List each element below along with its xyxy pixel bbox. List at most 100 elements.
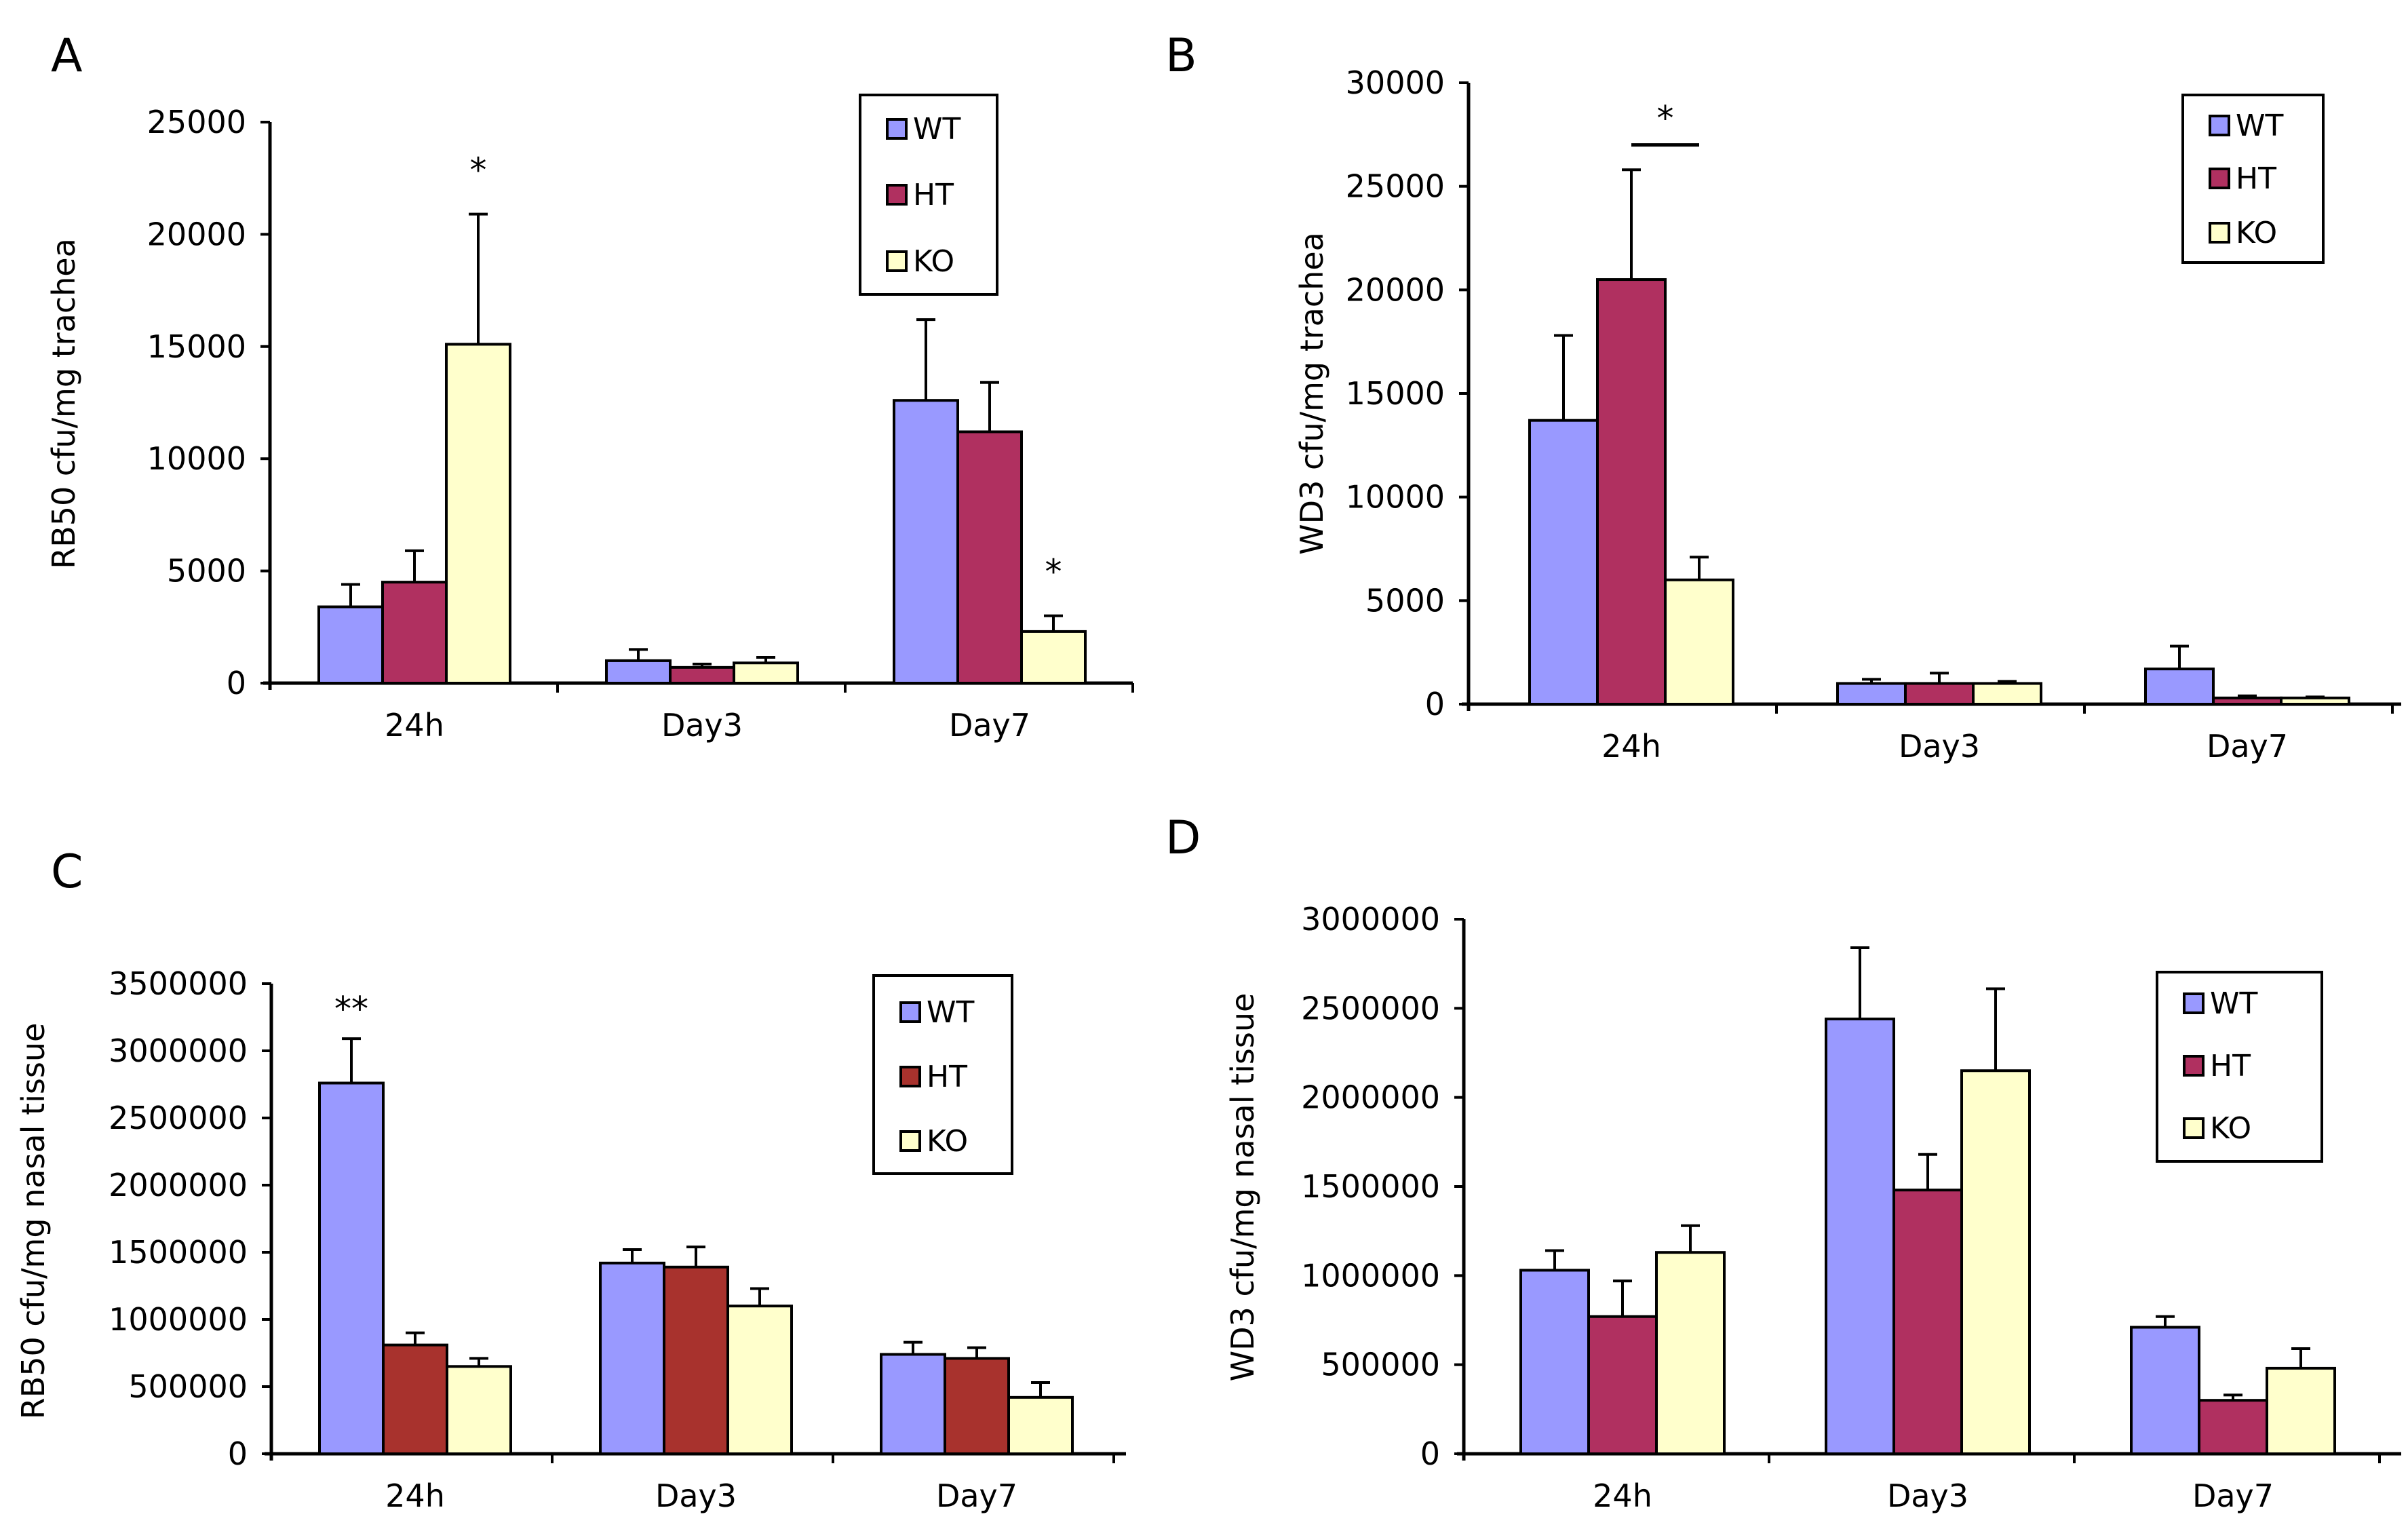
bar-ko-day7 xyxy=(2266,1366,2336,1456)
legend-label: WT xyxy=(913,112,961,147)
y-tick-label: 0 xyxy=(1425,686,1445,722)
y-tick-label: 5000 xyxy=(167,553,246,590)
legend-swatch-ko xyxy=(2183,1117,2205,1139)
bar-ko-24h xyxy=(445,343,511,684)
bar-ht-day3 xyxy=(1904,682,1975,706)
legend-label: KO xyxy=(913,244,954,279)
bar-wt-24h xyxy=(318,1081,385,1455)
x-tick-label: Day3 xyxy=(661,707,743,744)
legend-label: KO xyxy=(2210,1111,2251,1146)
bar-ht-24h xyxy=(1596,278,1667,706)
legend-swatch-ko xyxy=(2209,222,2230,244)
legend-swatch-wt xyxy=(2209,115,2230,136)
legend-label: HT xyxy=(2210,1049,2251,1083)
y-axis-label: RB50 cfu/mg nasal tissue xyxy=(15,1023,52,1420)
bar-ko-day3 xyxy=(1972,682,2042,706)
y-tick-label: 0 xyxy=(1420,1435,1440,1472)
bar-ht-day3 xyxy=(669,665,735,684)
y-tick-label: 15000 xyxy=(1346,375,1445,412)
legend-label: KO xyxy=(927,1124,968,1159)
bar-wt-day7 xyxy=(893,399,959,685)
bar-ko-day7 xyxy=(1020,630,1087,685)
bar-wt-24h xyxy=(1528,419,1599,706)
legend-label: KO xyxy=(2236,216,2277,250)
bar-ko-day3 xyxy=(726,1305,793,1455)
y-tick-label: 30000 xyxy=(1346,64,1445,101)
bar-wt-day7 xyxy=(2130,1326,2200,1456)
bar-ht-day7 xyxy=(2198,1399,2268,1455)
y-axis-label: RB50 cfu/mg trachea xyxy=(45,238,82,569)
bar-ko-24h xyxy=(446,1365,512,1456)
legend-box xyxy=(872,974,1013,1175)
y-tick-label: 25000 xyxy=(147,104,246,140)
y-axis-label: WD3 cfu/mg trachea xyxy=(1294,232,1330,555)
y-tick-label: 3000000 xyxy=(1301,901,1440,938)
y-tick-label: 25000 xyxy=(1346,168,1445,205)
significance-marker: * xyxy=(1657,99,1674,138)
significance-marker: * xyxy=(1045,552,1062,592)
bar-ht-day3 xyxy=(1892,1189,1963,1455)
panel-label: B xyxy=(1165,29,1197,83)
legend-box xyxy=(859,94,998,296)
x-tick-label: 24h xyxy=(385,1478,445,1514)
bar-wt-day3 xyxy=(1825,1018,1895,1456)
y-tick-label: 10000 xyxy=(147,440,246,477)
x-tick-label: Day7 xyxy=(949,707,1030,744)
legend-swatch-wt xyxy=(899,1001,921,1023)
bar-wt-day3 xyxy=(1836,682,1907,706)
bar-ht-day7 xyxy=(944,1357,1010,1456)
x-tick-label: 24h xyxy=(1593,1478,1652,1514)
legend-label: HT xyxy=(2236,161,2276,196)
y-tick-label: 500000 xyxy=(1321,1347,1440,1383)
y-tick-label: 1000000 xyxy=(1301,1257,1440,1294)
x-tick-label: Day3 xyxy=(1887,1478,1968,1514)
x-tick-label: 24h xyxy=(1601,728,1661,765)
y-tick-label: 2000000 xyxy=(109,1167,248,1203)
y-tick-label: 0 xyxy=(228,1435,248,1472)
bar-wt-24h xyxy=(1519,1269,1590,1456)
panel-label: D xyxy=(1165,811,1201,865)
bar-wt-day3 xyxy=(599,1261,665,1455)
y-tick-label: 1000000 xyxy=(109,1301,248,1338)
legend-swatch-ko xyxy=(886,250,908,272)
bar-ht-24h xyxy=(381,581,448,685)
y-tick-label: 1500000 xyxy=(109,1234,248,1271)
significance-marker: ** xyxy=(334,990,368,1029)
bar-ko-day3 xyxy=(1960,1069,2031,1456)
legend-swatch-ht xyxy=(2209,168,2230,189)
y-tick-label: 5000 xyxy=(1365,582,1445,619)
legend-label: WT xyxy=(2236,109,2284,143)
bar-wt-24h xyxy=(317,605,384,685)
legend-swatch-ht xyxy=(886,184,908,206)
y-tick-label: 3500000 xyxy=(109,965,248,1002)
legend-label: HT xyxy=(913,178,954,212)
x-tick-label: Day7 xyxy=(2207,728,2288,765)
bar-wt-day7 xyxy=(2144,668,2215,706)
legend-swatch-ht xyxy=(2183,1055,2205,1077)
y-tick-label: 10000 xyxy=(1346,479,1445,516)
bar-ko-24h xyxy=(1655,1251,1726,1455)
y-tick-label: 15000 xyxy=(147,328,246,365)
bar-ko-day7 xyxy=(2280,696,2350,706)
panel-c: C 0 500000 1000000 1500000 2000000 2500000 300… xyxy=(15,845,1126,1514)
legend-swatch-ko xyxy=(899,1130,921,1152)
bar-wt-day3 xyxy=(605,659,672,684)
bar-ht-24h xyxy=(1587,1315,1658,1456)
panel-label: A xyxy=(51,29,83,83)
legend-swatch-wt xyxy=(2183,992,2205,1014)
x-tick-label: Day3 xyxy=(1899,728,1980,765)
panel-b: B 0 5000 10000 15000 20000 25000 30000 24h Day3 D… xyxy=(1165,29,2401,765)
y-axis-label: WD3 cfu/mg nasal tissue xyxy=(1224,993,1261,1382)
legend-label: WT xyxy=(2210,986,2258,1021)
y-tick-label: 2000000 xyxy=(1301,1079,1440,1116)
y-tick-label: 2500000 xyxy=(109,1100,248,1136)
y-tick-label: 20000 xyxy=(147,216,246,252)
bar-ht-24h xyxy=(382,1343,448,1455)
panel-d: D 0 500000 1000000 1500000 2000000 2500000 300… xyxy=(1165,811,2401,1514)
significance-marker: * xyxy=(470,151,487,190)
y-tick-label: 2500000 xyxy=(1301,990,1440,1026)
legend-swatch-wt xyxy=(886,118,908,140)
y-tick-label: 500000 xyxy=(128,1368,248,1405)
panel-a: A 0 5000 10000 15000 20000 25000 24h Day3 Day7 RB… xyxy=(45,29,1134,744)
